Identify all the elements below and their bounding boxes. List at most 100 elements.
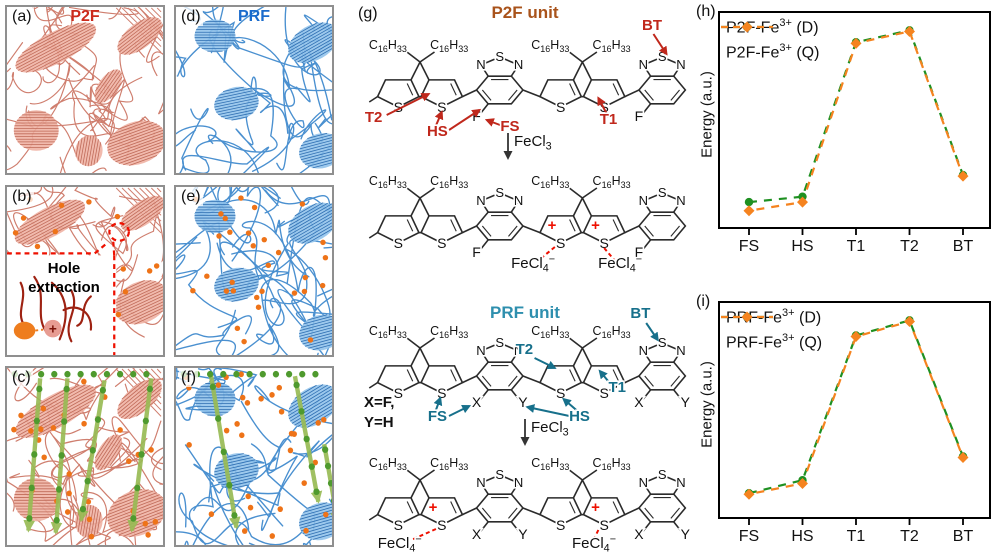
svg-text:N: N: [476, 475, 485, 490]
morphology-canvas-e: [176, 187, 332, 355]
panel-g-structures: (g) P2F unit PRF unit X=F, Y=H C16H33 C16…: [350, 0, 700, 557]
svg-text:S: S: [556, 517, 565, 533]
svg-text:C16H33: C16H33: [593, 456, 631, 472]
legend-sample: [721, 311, 773, 323]
svg-text:N: N: [676, 57, 685, 72]
x-tick-label: HS: [791, 238, 813, 255]
svg-text:N: N: [514, 57, 523, 72]
morphology-canvas-a: [7, 7, 163, 173]
panel-d-morphology: (d) PRF: [174, 5, 334, 175]
morphology-canvas-f: [176, 368, 332, 545]
svg-text:+: +: [429, 499, 438, 516]
x-tick-label: T2: [900, 238, 919, 255]
svg-text:T2: T2: [516, 341, 534, 358]
panel-label-h: (h): [696, 3, 716, 20]
svg-text:X: X: [634, 526, 644, 542]
svg-text:C16H33: C16H33: [430, 174, 468, 190]
panel-label-b: (b): [10, 187, 34, 206]
svg-text:C16H33: C16H33: [531, 324, 569, 340]
svg-text:N: N: [514, 343, 523, 358]
legend-label: P2F-Fe3+ (Q): [726, 41, 820, 62]
svg-text:N: N: [639, 343, 648, 358]
svg-text:S: S: [437, 385, 446, 401]
legend-label: PRF-Fe3+ (D): [726, 306, 822, 327]
svg-text:C16H33: C16H33: [430, 456, 468, 472]
panel-label-e: (e): [179, 187, 203, 206]
x-tick-label: HS: [791, 528, 813, 545]
panel-e-morphology: (e): [174, 185, 334, 357]
svg-text:F: F: [635, 244, 644, 260]
svg-text:FeCl4−: FeCl4−: [572, 533, 616, 554]
svg-text:S: S: [394, 517, 403, 533]
svg-text:S: S: [394, 235, 403, 251]
legend-h: P2F-Fe3+ (D) P2F-Fe3+ (Q): [721, 16, 820, 70]
svg-text:S: S: [394, 385, 403, 401]
svg-text:BT: BT: [642, 17, 662, 34]
panel-label-i: (i): [696, 293, 711, 310]
legend-item-d: P2F-Fe3+ (D): [721, 16, 819, 37]
svg-text:C16H33: C16H33: [593, 174, 631, 190]
svg-text:HS: HS: [427, 123, 448, 140]
svg-text:C16H33: C16H33: [531, 38, 569, 54]
svg-text:S: S: [495, 335, 504, 350]
svg-text:T1: T1: [600, 111, 618, 128]
legend-item-q: P2F-Fe3+ (Q): [721, 21, 820, 62]
svg-text:S: S: [437, 517, 446, 533]
svg-text:N: N: [676, 475, 685, 490]
legend-sample: [721, 21, 773, 33]
svg-text:C16H33: C16H33: [593, 324, 631, 340]
svg-text:S: S: [599, 385, 608, 401]
svg-text:S: S: [658, 185, 667, 200]
svg-text:S: S: [658, 467, 667, 482]
panel-c-morphology: (c): [5, 366, 165, 547]
svg-text:S: S: [437, 235, 446, 251]
legend-label: PRF-Fe3+ (Q): [726, 331, 823, 352]
svg-text:C16H33: C16H33: [369, 174, 407, 190]
svg-text:N: N: [514, 475, 523, 490]
panel-b-morphology: + (b) Hole extraction: [5, 185, 165, 357]
svg-text:T2: T2: [365, 109, 383, 126]
svg-text:X: X: [472, 526, 482, 542]
svg-text:N: N: [639, 475, 648, 490]
svg-text:F: F: [635, 108, 644, 124]
svg-text:+: +: [49, 322, 57, 337]
legend-i: PRF-Fe3+ (D) PRF-Fe3+ (Q): [721, 306, 823, 360]
x-tick-label: T1: [847, 238, 866, 255]
svg-text:+: +: [548, 217, 557, 234]
svg-text:N: N: [676, 343, 685, 358]
prf-unit-title: PRF unit: [490, 303, 560, 322]
morphology-canvas-c: [7, 368, 163, 545]
svg-text:S: S: [556, 99, 565, 115]
x-tick-label: FS: [739, 528, 759, 545]
panel-label-d: (d): [179, 7, 203, 26]
svg-text:+: +: [591, 499, 600, 516]
legend-item-q: PRF-Fe3+ (Q): [721, 311, 823, 352]
svg-text:FS: FS: [500, 118, 519, 135]
svg-text:Y: Y: [681, 526, 691, 542]
svg-text:FeCl4−: FeCl4−: [598, 253, 642, 274]
panel-label-c: (c): [10, 368, 33, 387]
svg-text:C16H33: C16H33: [369, 456, 407, 472]
svg-text:Y: Y: [518, 394, 528, 410]
svg-text:FS: FS: [428, 408, 447, 425]
panel-i-chart: (i) Energy (a.u.) FS HS T1 T2 BT PRF-Fe3+ (D…: [694, 292, 1000, 560]
substituent-note-y: Y=H: [364, 414, 394, 431]
morphology-canvas-d: [176, 7, 332, 173]
svg-text:HS: HS: [569, 408, 590, 425]
legend-label: P2F-Fe3+ (D): [726, 16, 819, 37]
svg-text:FeCl4−: FeCl4−: [378, 533, 422, 554]
chemical-structures-svg: C16H33C16H33C16H33C16H33NNSFNNSFSSSST2HS…: [363, 15, 692, 556]
chart-svg-h: FS HS T1 T2 BT: [718, 11, 991, 255]
panel-f-morphology: (f): [174, 366, 334, 547]
hole-extraction-line1: Hole: [47, 260, 81, 277]
svg-text:C16H33: C16H33: [531, 456, 569, 472]
chart-svg-i: FS HS T1 T2 BT: [718, 301, 991, 545]
x-tick-label: FS: [739, 238, 759, 255]
panel-label-f: (f): [179, 368, 199, 387]
svg-text:N: N: [476, 57, 485, 72]
x-tick-label: T1: [847, 528, 866, 545]
p2f-unit-title: P2F unit: [491, 3, 559, 22]
